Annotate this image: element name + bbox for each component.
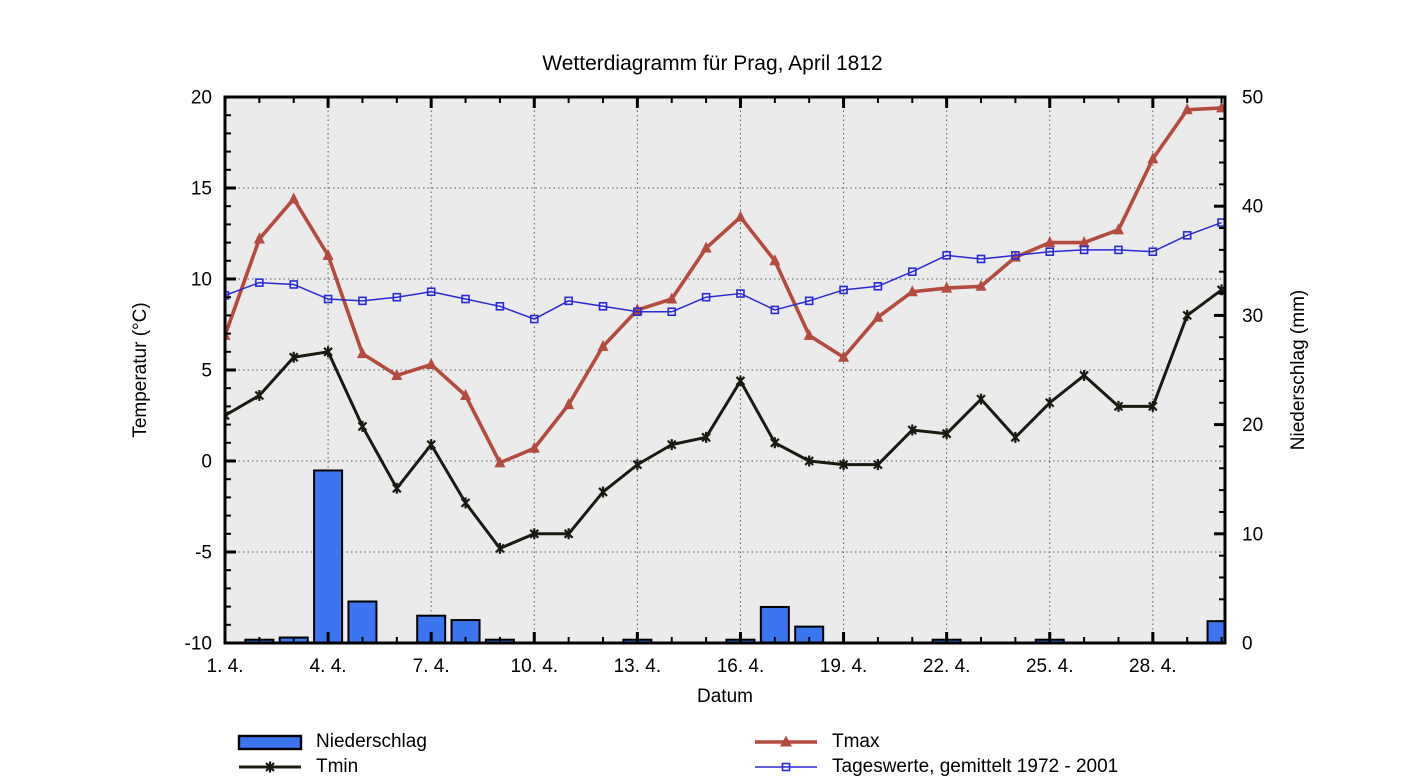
right-axis-label: Niederschlag (mm) — [1288, 289, 1309, 451]
svg-text:15: 15 — [191, 179, 212, 200]
svg-text:7. 4.: 7. 4. — [413, 656, 450, 677]
svg-text:4. 4.: 4. 4. — [310, 656, 347, 677]
svg-text:-10: -10 — [185, 634, 212, 655]
svg-text:5: 5 — [201, 361, 212, 382]
svg-text:50: 50 — [1242, 88, 1263, 109]
svg-text:30: 30 — [1242, 306, 1263, 327]
legend-label-tmax: Tmax — [832, 731, 880, 752]
legend-item-niederschlag: Niederschlag — [237, 731, 427, 753]
legend-label-niederschlag: Niederschlag — [316, 731, 427, 752]
svg-text:10: 10 — [191, 270, 212, 291]
svg-text:28. 4.: 28. 4. — [1129, 656, 1177, 677]
svg-text:25. 4.: 25. 4. — [1026, 656, 1074, 677]
svg-text:10. 4.: 10. 4. — [511, 656, 559, 677]
svg-text:0: 0 — [201, 452, 212, 473]
average-line-swatch — [755, 762, 817, 772]
tmin-line-swatch — [239, 761, 301, 773]
tmax-line-swatch — [755, 735, 817, 747]
legend-item-tageswerte: Tageswerte, gemittelt 1972 - 2001 — [753, 756, 1118, 778]
svg-text:10: 10 — [1242, 524, 1263, 545]
legend-item-tmax: Tmax — [753, 731, 880, 753]
svg-text:40: 40 — [1242, 197, 1263, 218]
legend-label-tageswerte: Tageswerte, gemittelt 1972 - 2001 — [832, 756, 1119, 777]
svg-text:1. 4.: 1. 4. — [207, 656, 244, 677]
svg-text:20: 20 — [1242, 415, 1263, 436]
x-axis-label: Datum — [697, 686, 753, 707]
precipitation-bar-swatch — [237, 734, 303, 751]
left-axis-label: Temperatur (°C) — [130, 302, 151, 438]
legend-item-tmin: Tmin — [237, 756, 358, 778]
svg-text:22. 4.: 22. 4. — [923, 656, 971, 677]
svg-text:13. 4.: 13. 4. — [614, 656, 662, 677]
svg-text:-5: -5 — [195, 543, 212, 564]
chart-title: Wetterdiagramm für Prag, April 1812 — [542, 52, 883, 75]
legend-label-tmin: Tmin — [316, 756, 359, 777]
svg-text:16. 4.: 16. 4. — [717, 656, 765, 677]
svg-text:20: 20 — [191, 88, 212, 109]
svg-text:0: 0 — [1242, 634, 1253, 655]
svg-text:19. 4.: 19. 4. — [820, 656, 868, 677]
